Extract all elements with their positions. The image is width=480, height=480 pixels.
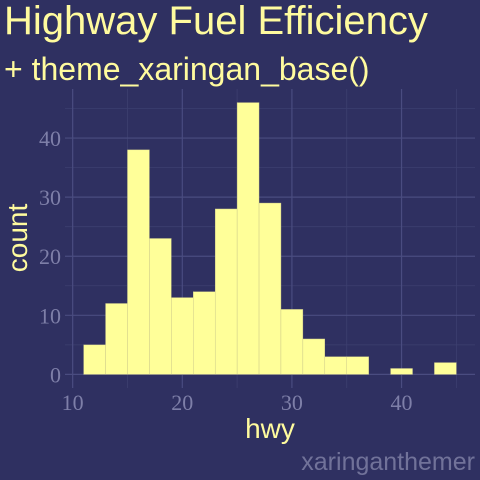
bar bbox=[324, 356, 347, 375]
chart-title: Highway Fuel Efficiency bbox=[4, 0, 428, 43]
bar bbox=[105, 303, 128, 375]
x-tick-label: 40 bbox=[391, 390, 413, 415]
bars bbox=[83, 102, 457, 375]
y-tick-label: 0 bbox=[50, 362, 61, 387]
x-axis-title: hwy bbox=[245, 413, 295, 444]
caption: xaringanthemer bbox=[301, 448, 475, 476]
bar bbox=[434, 362, 457, 375]
bar bbox=[346, 356, 369, 375]
y-tick-label: 40 bbox=[39, 126, 61, 151]
bar bbox=[214, 208, 238, 375]
bar bbox=[83, 344, 106, 375]
x-tick-label: 10 bbox=[62, 390, 84, 415]
bar bbox=[171, 297, 194, 375]
y-tick-label: 10 bbox=[39, 303, 61, 328]
bar bbox=[390, 368, 413, 375]
x-tick-label: 20 bbox=[171, 390, 193, 415]
bar bbox=[149, 238, 172, 375]
x-tick-label: 30 bbox=[281, 390, 303, 415]
chart-subtitle: + theme_xaringan_base() bbox=[4, 51, 370, 87]
y-tick-label: 20 bbox=[39, 244, 61, 269]
bar bbox=[127, 149, 150, 375]
y-tick-label: 30 bbox=[39, 185, 61, 210]
bar bbox=[236, 102, 260, 375]
bar bbox=[193, 291, 216, 375]
bar bbox=[302, 338, 326, 375]
y-axis-title: count bbox=[2, 204, 33, 273]
bar bbox=[280, 309, 304, 375]
bar bbox=[258, 202, 282, 375]
